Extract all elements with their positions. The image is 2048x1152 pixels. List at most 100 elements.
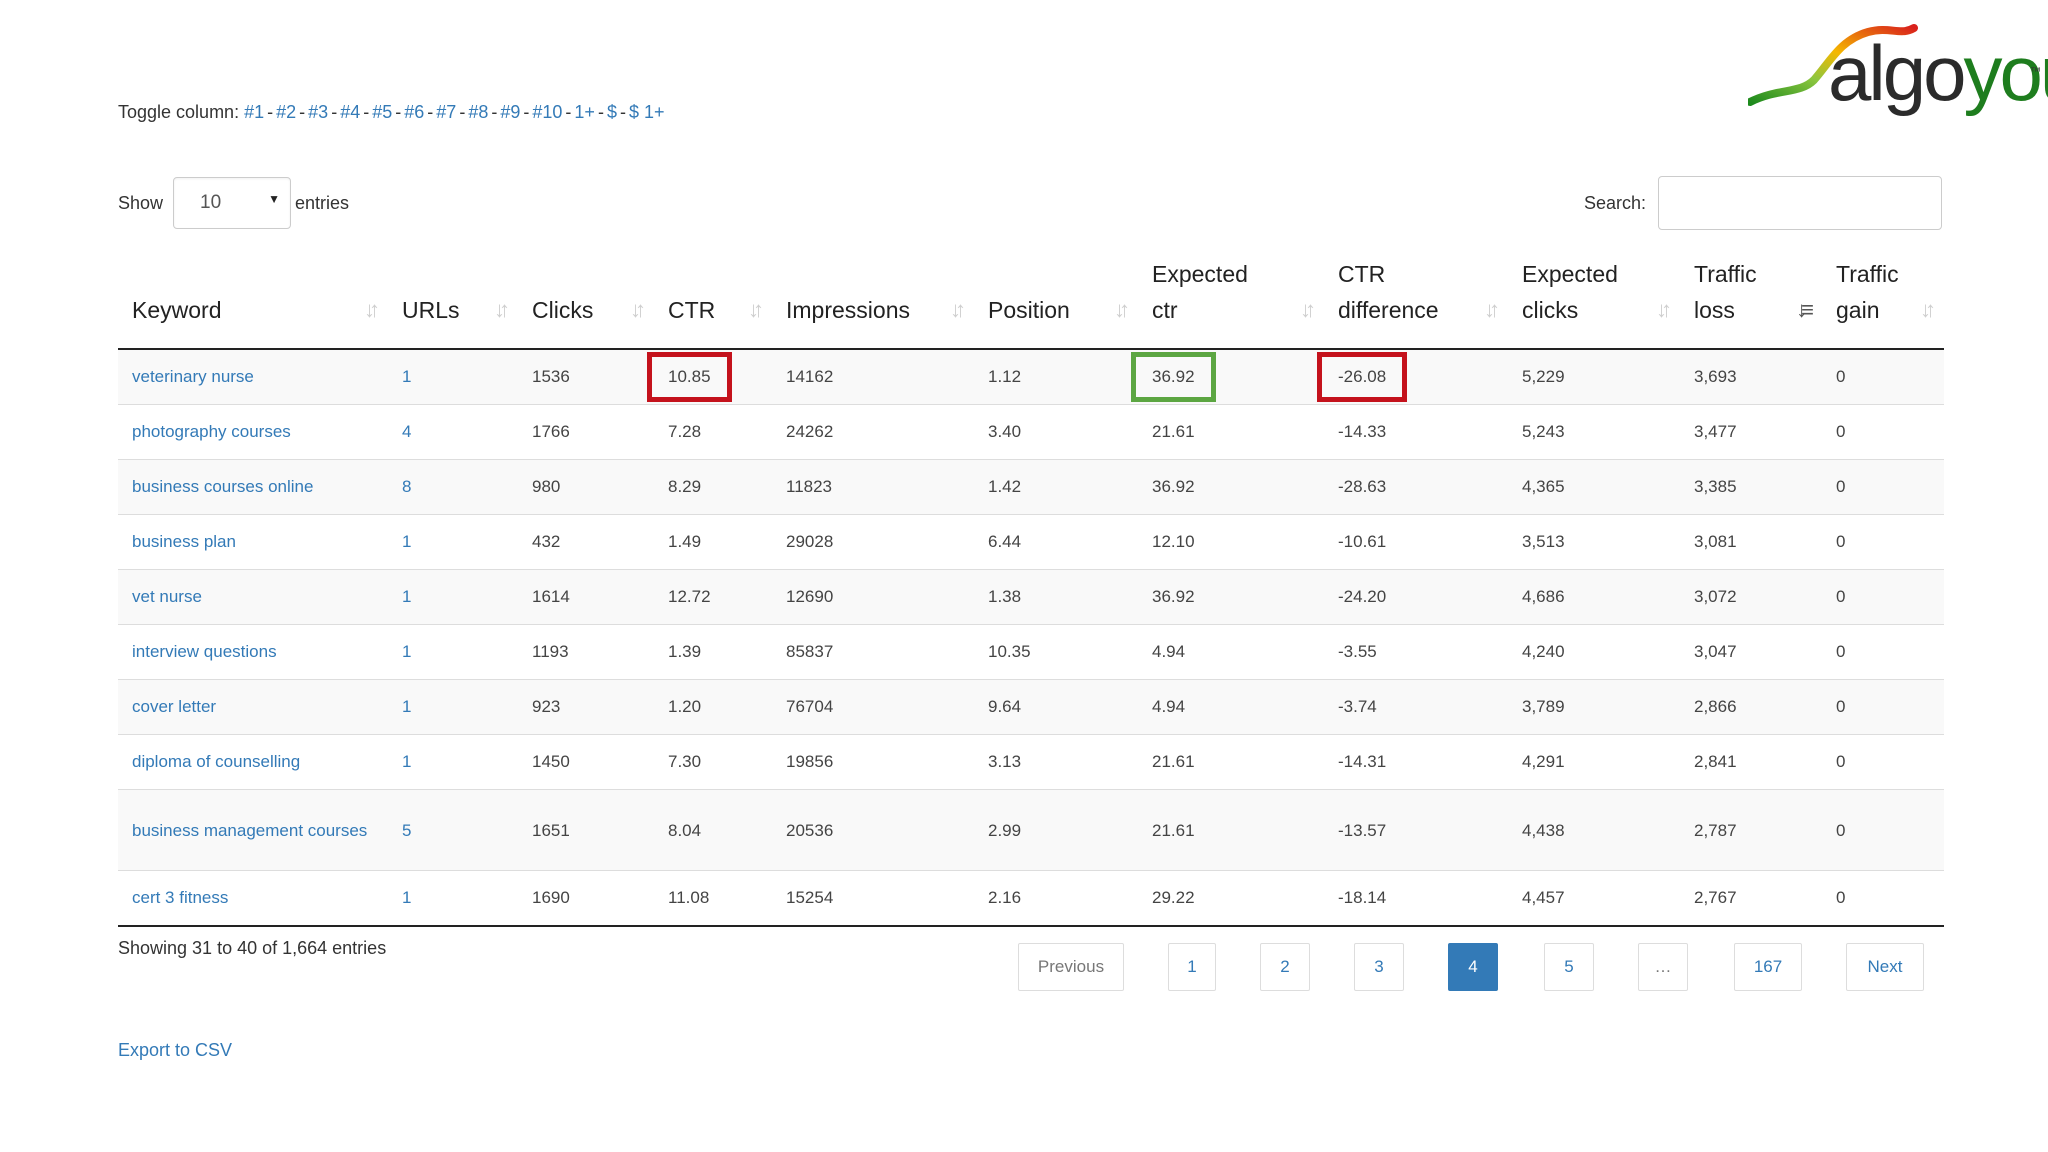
impressions-cell: 24262: [772, 404, 974, 460]
ctr-cell: 11.08: [654, 870, 772, 927]
column-header-impressions[interactable]: Impressions ↓↑: [772, 256, 974, 350]
sort-both-icon: ↓↑: [630, 297, 646, 322]
traffic-loss-cell: 2,841: [1680, 734, 1822, 790]
column-header-traffic-gain[interactable]: Traffic gain ↓↑: [1822, 256, 1944, 350]
urls-link[interactable]: 1: [402, 532, 412, 551]
ctr-difference-cell: -3.55: [1324, 624, 1508, 680]
column-header-ctr-difference[interactable]: CTR difference ↓↑: [1324, 256, 1508, 350]
ctr-cell: 8.29: [654, 459, 772, 515]
keyword-link[interactable]: business plan: [132, 532, 236, 551]
toggle-links: #1- #2- #3- #4- #5- #6- #7- #8- #9- #10-1+ - $ - $ 1+: [244, 102, 664, 122]
keyword-link[interactable]: business courses online: [132, 477, 314, 496]
page-button[interactable]: 4: [1448, 943, 1498, 991]
page-button[interactable]: 1: [1168, 943, 1216, 991]
expected-ctr-cell: 21.61: [1138, 734, 1324, 790]
urls-link[interactable]: 4: [402, 422, 412, 441]
toggle-column-link[interactable]: #2: [276, 102, 297, 122]
traffic-loss-cell: 3,081: [1680, 514, 1822, 570]
expected-ctr-cell: 29.22: [1138, 870, 1324, 927]
expected-ctr-cell: 36.92: [1138, 569, 1324, 625]
previous-page-button[interactable]: Previous: [1018, 943, 1124, 991]
urls-link[interactable]: 1: [402, 642, 412, 661]
sort-both-icon: ↓↑: [1920, 297, 1936, 322]
cell-value: 2,841: [1694, 752, 1737, 771]
column-header-ctr[interactable]: CTR ↓↑: [654, 256, 772, 350]
expected-ctr-cell: 21.61: [1138, 404, 1324, 460]
position-cell: 9.64: [974, 679, 1138, 735]
toggle-column-link[interactable]: #10: [532, 102, 563, 122]
keyword-link[interactable]: diploma of counselling: [132, 752, 301, 771]
toggle-separator: -: [395, 102, 402, 122]
column-header-label: URLs: [402, 292, 460, 328]
position-cell: 2.16: [974, 870, 1138, 927]
keyword-link[interactable]: photography courses: [132, 422, 291, 441]
toggle-separator: -: [427, 102, 434, 122]
urls-cell: 1: [388, 624, 518, 680]
keyword-link[interactable]: cert 3 fitness: [132, 888, 229, 907]
toggle-column-link[interactable]: $: [606, 102, 617, 122]
page-button[interactable]: 3: [1354, 943, 1404, 991]
column-header-expected-ctr[interactable]: Expected ctr ↓↑: [1138, 256, 1324, 350]
keyword-link[interactable]: interview questions: [132, 642, 277, 661]
column-header-line2: ctr: [1152, 297, 1178, 323]
toggle-separator: -: [491, 102, 498, 122]
cell-value: -10.61: [1338, 532, 1387, 551]
page-button[interactable]: 167: [1734, 943, 1802, 991]
column-header-expected-clicks[interactable]: Expected clicks ↓↑: [1508, 256, 1680, 350]
toggle-column-link[interactable]: #6: [404, 102, 425, 122]
cell-value: 0: [1836, 888, 1846, 907]
next-page-button[interactable]: Next: [1846, 943, 1924, 991]
pagination-ellipsis: …: [1638, 943, 1688, 991]
page-button[interactable]: 5: [1544, 943, 1594, 991]
cell-value: 1651: [532, 820, 570, 840]
keyword-link[interactable]: veterinary nurse: [132, 367, 254, 386]
cell-value: 36.92: [1152, 477, 1195, 496]
toggle-column-link[interactable]: #8: [468, 102, 489, 122]
column-header-urls[interactable]: URLs ↓↑: [388, 256, 518, 350]
logo-swoosh-icon: [1748, 24, 1918, 106]
keyword-cell: diploma of counselling: [118, 734, 388, 790]
column-header-line2: gain: [1836, 297, 1880, 323]
toggle-column-link[interactable]: #4: [340, 102, 361, 122]
urls-link[interactable]: 1: [402, 367, 412, 386]
entries-length-select[interactable]: 10 ▼: [173, 177, 292, 229]
toggle-column-link[interactable]: #1: [244, 102, 265, 122]
expected-clicks-cell: 5,243: [1508, 404, 1680, 460]
table-row: business management courses 5 1651 8.04 2053…: [118, 789, 1944, 871]
traffic-loss-cell: 2,767: [1680, 870, 1822, 927]
urls-link[interactable]: 1: [402, 697, 412, 716]
keyword-link[interactable]: cover letter: [132, 697, 217, 716]
toggle-column-link[interactable]: 1+: [574, 102, 595, 122]
toggle-column-link[interactable]: #7: [436, 102, 457, 122]
urls-link[interactable]: 1: [402, 587, 412, 606]
page-button[interactable]: 2: [1260, 943, 1310, 991]
toggle-separator: -: [299, 102, 306, 122]
cell-value: 10.35: [988, 642, 1031, 661]
export-csv-link[interactable]: Export to CSV: [118, 1040, 233, 1060]
cell-value: 1614: [532, 587, 570, 606]
urls-link[interactable]: 1: [402, 752, 412, 771]
search-input[interactable]: [1658, 176, 1942, 230]
toggle-column-link[interactable]: #3: [308, 102, 329, 122]
toggle-column-link[interactable]: #5: [372, 102, 393, 122]
urls-cell: 1: [388, 734, 518, 790]
column-header-keyword[interactable]: Keyword ↓↑: [118, 256, 388, 350]
sort-both-icon: ↓↑: [1656, 297, 1672, 322]
sort-both-icon: ↓↑: [1300, 297, 1316, 322]
column-header-clicks[interactable]: Clicks ↓↑: [518, 256, 654, 350]
urls-cell: 1: [388, 679, 518, 735]
column-header-traffic-loss[interactable]: Traffic loss ↓≡: [1680, 256, 1822, 350]
toggle-column-link[interactable]: #9: [500, 102, 521, 122]
urls-link[interactable]: 5: [402, 820, 412, 840]
toggle-label: Toggle column:: [118, 102, 240, 122]
cell-value: 1.39: [668, 642, 702, 661]
column-header-position[interactable]: Position ↓↑: [974, 256, 1138, 350]
toggle-column-link[interactable]: $ 1+: [628, 102, 665, 122]
urls-link[interactable]: 1: [402, 888, 412, 907]
urls-link[interactable]: 8: [402, 477, 412, 496]
column-header-label: CTR difference: [1338, 256, 1439, 328]
keyword-link[interactable]: vet nurse: [132, 587, 202, 606]
ctr-cell: 7.28: [654, 404, 772, 460]
keyword-link[interactable]: business management courses: [132, 820, 368, 840]
